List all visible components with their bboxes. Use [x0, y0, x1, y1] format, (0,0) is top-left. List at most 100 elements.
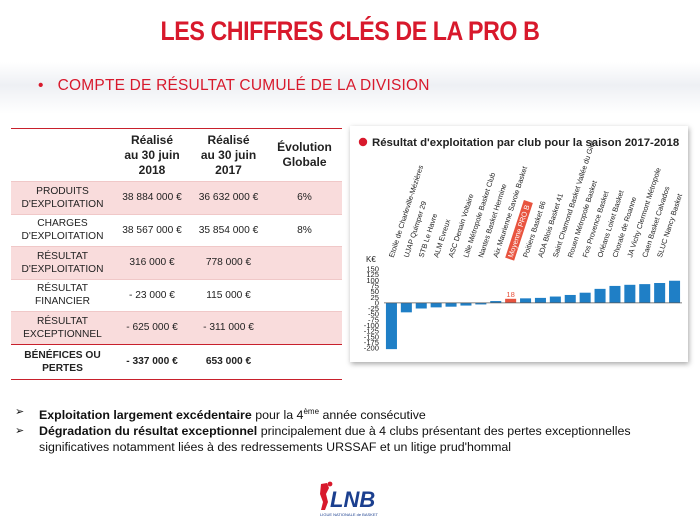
cell-2017: 35 854 000 €: [190, 213, 267, 247]
arrow-bullet-icon: ➢: [15, 425, 25, 438]
chart-title-ball-icon: [358, 137, 368, 147]
highlight-value-label: 18: [506, 290, 514, 299]
bar: [609, 285, 621, 303]
bar: [385, 302, 397, 350]
bar: [639, 284, 651, 303]
cell-2018: - 337 000 €: [114, 343, 190, 380]
row-label-line1: CHARGES: [37, 218, 88, 230]
bar: [564, 294, 576, 303]
chart-panel: Résultat d'exploitation par club pour la…: [350, 126, 688, 362]
row-label: BÉNÉFICES OU PERTES: [11, 343, 114, 380]
bullet-icon: •: [38, 77, 44, 94]
lnb-logo-ball-icon: [327, 481, 333, 487]
row-label-line2: FINANCIER: [35, 296, 90, 308]
header-2017-line1: Réalisé: [207, 132, 250, 147]
arrow-bullet-icon: ➢: [15, 406, 25, 418]
row-label-line1: RÉSULTAT: [37, 315, 88, 327]
table-row: CHARGES D'EXPLOITATION 38 567 000 € 35 85…: [11, 213, 342, 247]
bar: [445, 302, 457, 307]
row-label: RÉSULTAT EXCEPTIONNEL: [11, 311, 114, 344]
header-evolution-line1: Évolution: [277, 140, 332, 154]
y-tick-label: -75: [368, 315, 379, 324]
cell-evolution: [267, 246, 342, 279]
row-label-line2: D'EXPLOITATION: [21, 198, 104, 210]
bar: [475, 302, 487, 305]
cell-2017: 653 000 €: [190, 343, 267, 380]
bar: [400, 302, 412, 313]
lnb-logo-text: LNB: [330, 487, 375, 512]
y-tick-label: 75: [371, 282, 379, 291]
row-label: RÉSULTAT FINANCIER: [11, 278, 114, 312]
y-tick-label: -200: [364, 344, 379, 353]
y-tick-label: 125: [366, 270, 379, 279]
y-tick-label: -175: [364, 338, 379, 347]
y-tick-label: -125: [364, 327, 379, 336]
y-tick-label: 25: [371, 293, 379, 302]
club-results-chart: Résultat d'exploitation par club pour la…: [358, 137, 684, 353]
bar: [669, 280, 681, 303]
bar: [624, 284, 636, 303]
key-points: ➢ Exploitation largement excédentaire pou…: [11, 404, 691, 455]
key-point-rest: année consécutive: [319, 408, 426, 423]
header-2017-line3: 2017: [215, 162, 242, 177]
y-tick-label: 0: [375, 298, 379, 307]
cell-evolution: [267, 343, 342, 380]
row-label-line1: RÉSULTAT: [37, 250, 88, 262]
section-title: • COMPTE DE RÉSULTAT CUMULÉ DE LA DIVISIO…: [38, 77, 430, 95]
bar-highlight: [505, 298, 517, 303]
cell-2018: 38 884 000 €: [114, 181, 190, 214]
subtitle-band: [0, 62, 700, 114]
header-2018: Réalisé au 30 juin 2018: [114, 128, 190, 182]
row-label-line1: RÉSULTAT: [37, 283, 88, 295]
row-label: PRODUITS D'EXPLOITATION: [11, 181, 114, 214]
bar: [460, 302, 472, 306]
y-tick-label: 150: [366, 265, 379, 274]
y-tick-label: 100: [366, 276, 379, 285]
cell-2017: 36 632 000 €: [190, 181, 267, 214]
cell-evolution: [267, 311, 342, 344]
cell-2018: 316 000 €: [114, 246, 190, 279]
y-tick-label: -25: [368, 304, 379, 313]
y-tick-label: 50: [371, 287, 379, 296]
row-label-line1: PRODUITS: [36, 185, 89, 197]
cell-2018: - 625 000 €: [114, 311, 190, 344]
chart-title: Résultat d'exploitation par club pour la…: [372, 137, 679, 149]
lnb-logo-player-icon: [320, 483, 329, 510]
bar: [415, 302, 427, 309]
y-axis-label: K€: [366, 255, 376, 264]
bar: [534, 297, 546, 303]
category-label-highlight-bg: [505, 200, 533, 261]
row-label: CHARGES D'EXPLOITATION: [11, 213, 114, 247]
key-point-bold: Dégradation du résultat exceptionnel: [39, 424, 258, 439]
table-row: RÉSULTAT EXCEPTIONNEL - 625 000 € - 311 0…: [11, 311, 342, 344]
bar: [654, 282, 666, 303]
bar: [430, 302, 442, 308]
header-label-cell: [11, 128, 114, 182]
income-statement-table: Réalisé au 30 juin 2018 Réalisé au 30 juin 2…: [11, 128, 342, 380]
lnb-logo-caption: LIGUE NATIONALE de BASKET: [320, 512, 379, 517]
y-tick-label: -50: [368, 310, 379, 319]
bar: [490, 301, 502, 303]
table-row: RÉSULTAT FINANCIER - 23 000 € 115 000 €: [11, 278, 342, 312]
header-evolution-line2: Globale: [282, 155, 327, 169]
row-label-line2: D'EXPLOITATION: [21, 263, 104, 275]
row-label: RÉSULTAT D'EXPLOITATION: [11, 246, 114, 279]
row-label-line2: D'EXPLOITATION: [21, 231, 104, 243]
header-evolution: Évolution Globale: [267, 128, 342, 182]
key-point: ➢ Exploitation largement excédentaire pou…: [11, 404, 691, 423]
bar: [579, 292, 591, 303]
section-title-text: COMPTE DE RÉSULTAT CUMULÉ DE LA DIVISION: [57, 77, 430, 94]
row-label-line2: PERTES: [42, 362, 83, 374]
cell-evolution: [267, 278, 342, 312]
y-tick-label: -150: [364, 332, 379, 341]
cell-2017: - 311 000 €: [190, 311, 267, 344]
key-point-text: pour la 4: [251, 408, 304, 423]
cell-2018: 38 567 000 €: [114, 213, 190, 247]
y-tick-label: -100: [364, 321, 379, 330]
key-point: ➢ Dégradation du résultat exceptionnel pr…: [11, 423, 691, 455]
bar: [520, 298, 532, 303]
cell-evolution: 6%: [267, 181, 342, 214]
bar: [549, 296, 561, 303]
cell-2018: - 23 000 €: [114, 278, 190, 312]
header-2017-line2: au 30 juin: [200, 147, 257, 162]
